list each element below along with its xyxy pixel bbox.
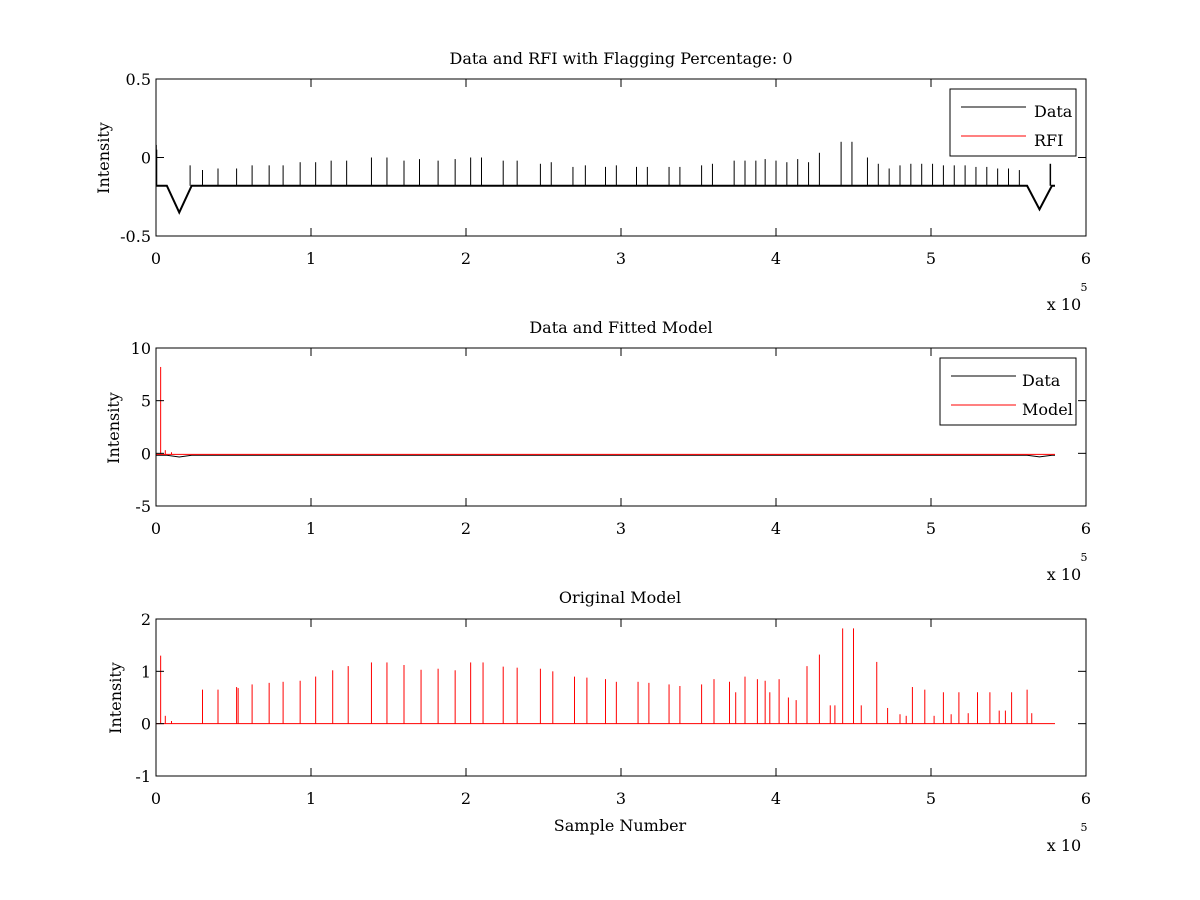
- subplot-1-ticks: 0 1 2 3 4 5 6-0.500.5: [120, 70, 1091, 268]
- subplot-3-x-multiplier-exponent: 5: [1081, 821, 1088, 834]
- subplot-3-x-multiplier: x 10: [1047, 836, 1081, 855]
- x-tick-label: 4: [771, 249, 781, 268]
- y-tick-label: 5: [141, 392, 151, 411]
- x-tick-label: 5: [926, 519, 936, 538]
- x-tick-label: 0: [151, 249, 161, 268]
- x-tick-label: 5: [926, 249, 936, 268]
- subplot-3-xlabel: Sample Number: [554, 816, 687, 835]
- subplot-1-ylabel: Intensity: [94, 122, 113, 194]
- x-tick-label: 5: [926, 789, 936, 808]
- subplot-1-legend-rfi-label: RFI: [1034, 131, 1063, 150]
- subplot-2-x-multiplier: x 10: [1047, 565, 1081, 584]
- x-tick-label: 6: [1081, 519, 1091, 538]
- subplot-2-ylabel: Intensity: [104, 392, 123, 464]
- x-tick-label: 4: [771, 789, 781, 808]
- subplot-1-title: Data and RFI with Flagging Percentage: 0: [449, 49, 792, 68]
- subplot-1-legend-data-label: Data: [1034, 102, 1073, 121]
- series-data-line: [156, 454, 1055, 458]
- x-tick-label: 1: [306, 789, 316, 808]
- subplot-3-ylabel: Intensity: [106, 662, 125, 734]
- x-tick-label: 1: [306, 519, 316, 538]
- y-tick-label: 0: [141, 715, 151, 734]
- x-tick-label: 2: [461, 249, 471, 268]
- x-tick-label: 2: [461, 519, 471, 538]
- subplot-2-legend-data-label: Data: [1022, 371, 1061, 390]
- subplot-data-and-rfi: Data and RFI with Flagging Percentage: 0…: [94, 49, 1091, 314]
- x-tick-label: 0: [151, 519, 161, 538]
- subplot-2-title: Data and Fitted Model: [529, 318, 712, 337]
- x-tick-label: 6: [1081, 789, 1091, 808]
- y-tick-label: 2: [141, 610, 151, 629]
- subplot-2-legend-box: [939, 357, 1077, 426]
- x-tick-label: 0: [151, 789, 161, 808]
- subplot-2-x-multiplier-exponent: 5: [1081, 551, 1088, 564]
- subplot-2-legend: Data Model: [939, 357, 1077, 426]
- series-data-line: [156, 184, 1055, 215]
- x-tick-label: 1: [306, 249, 316, 268]
- y-tick-label: 0: [141, 149, 151, 168]
- subplot-2-legend-model-label: Model: [1022, 400, 1073, 419]
- x-tick-label: 6: [1081, 249, 1091, 268]
- subplot-2-plot-area: [156, 366, 1055, 458]
- y-tick-label: -5: [135, 497, 151, 516]
- subplot-1-legend-box: [949, 88, 1077, 157]
- y-tick-label: 10: [131, 339, 151, 358]
- subplot-1-legend: Data RFI: [949, 88, 1077, 157]
- y-tick-label: -1: [135, 767, 151, 786]
- subplot-3-plot-area: [156, 628, 1055, 725]
- subplot-data-and-fitted-model: Data and Fitted Model Intensity x 10 5 0…: [104, 318, 1091, 584]
- subplot-1-x-multiplier-exponent: 5: [1081, 281, 1088, 294]
- y-tick-label: 0.5: [126, 70, 151, 89]
- x-tick-label: 3: [616, 789, 626, 808]
- x-tick-label: 3: [616, 249, 626, 268]
- y-tick-label: 0: [141, 444, 151, 463]
- x-tick-label: 3: [616, 519, 626, 538]
- subplot-original-model: Original Model Intensity Sample Number x…: [106, 588, 1091, 855]
- x-tick-label: 4: [771, 519, 781, 538]
- subplot-1-plot-area: [155, 141, 1055, 215]
- y-tick-label: -0.5: [120, 227, 151, 246]
- x-tick-label: 2: [461, 789, 471, 808]
- subplot-3-title: Original Model: [559, 588, 681, 607]
- subplot-1-x-multiplier: x 10: [1047, 295, 1081, 314]
- y-tick-label: 1: [141, 662, 151, 681]
